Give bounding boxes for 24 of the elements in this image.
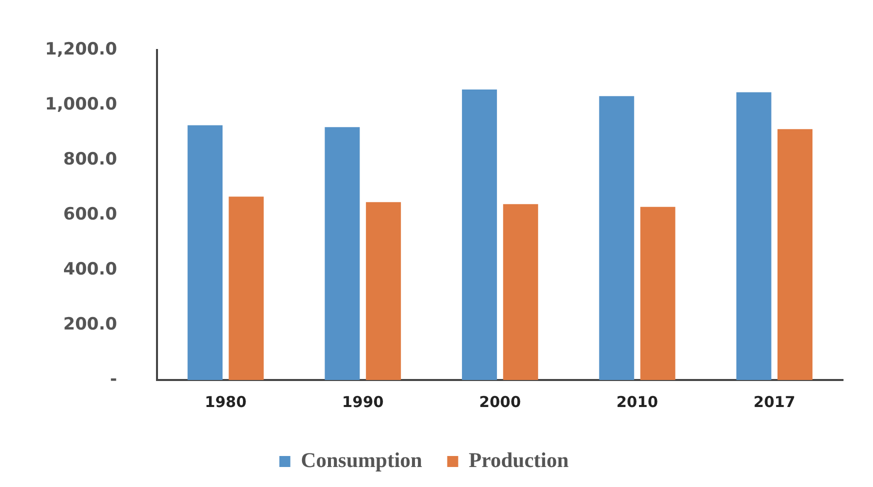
legend-label: Consumption bbox=[300, 448, 423, 472]
bar bbox=[640, 206, 676, 380]
y-tick-label: 1,000.0 bbox=[44, 94, 118, 115]
y-tick-label: 400.0 bbox=[63, 259, 118, 280]
bar bbox=[777, 129, 812, 380]
x-tick-label: 2010 bbox=[616, 392, 658, 411]
y-tick-label: 200.0 bbox=[63, 314, 118, 334]
y-tick-label: 600.0 bbox=[63, 204, 118, 225]
bar bbox=[324, 127, 360, 380]
legend-label: Production bbox=[468, 448, 569, 472]
bar bbox=[503, 204, 538, 380]
bar bbox=[736, 92, 772, 380]
x-tick-label: 1980 bbox=[204, 392, 247, 411]
bar bbox=[366, 202, 401, 380]
bar bbox=[599, 96, 634, 380]
bar bbox=[188, 125, 223, 380]
y-tick-label: 800.0 bbox=[63, 150, 118, 170]
bar bbox=[462, 90, 497, 380]
x-tick-label: 2017 bbox=[754, 392, 796, 411]
y-tick-label: 1,200.0 bbox=[44, 40, 118, 60]
bar bbox=[228, 196, 264, 380]
x-tick-label: 1990 bbox=[342, 392, 384, 411]
y-tick-label: - bbox=[110, 369, 118, 390]
x-tick-label: 2000 bbox=[479, 392, 521, 411]
